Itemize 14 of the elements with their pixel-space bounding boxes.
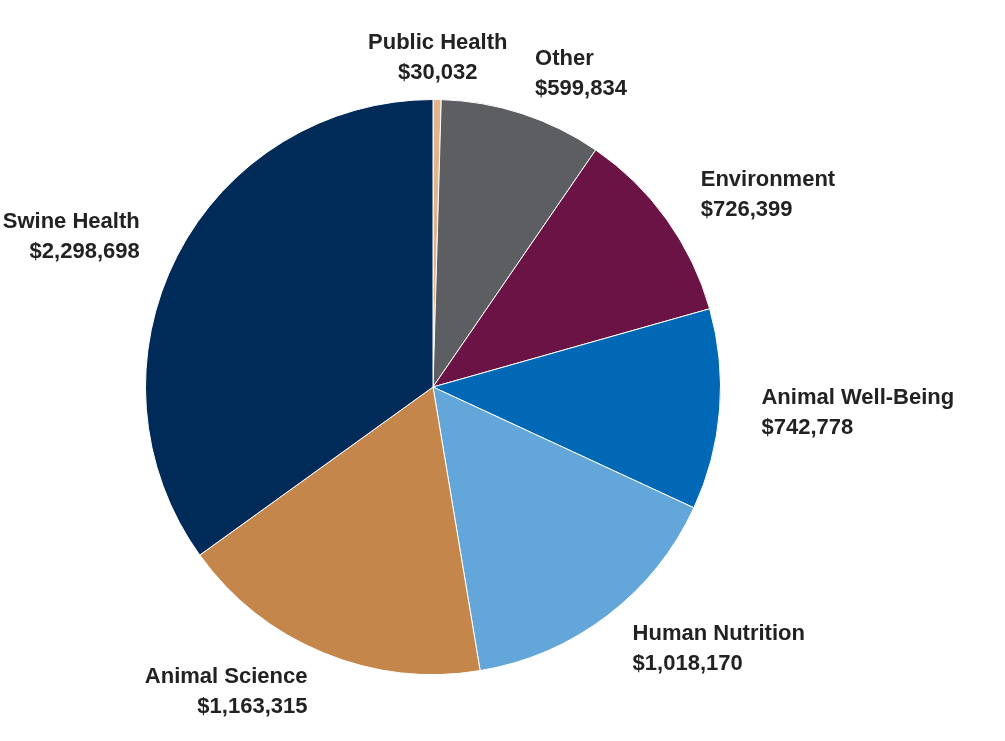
slice-label: Environment <box>700 165 836 191</box>
data-label: $599,834 <box>535 74 628 100</box>
slice-label: Animal Science <box>144 662 308 688</box>
data-label: $2,298,698 <box>29 237 140 263</box>
slice-label: Other <box>535 44 595 70</box>
slice-label: Human Nutrition <box>632 620 805 646</box>
slice-label: Animal Well-Being <box>761 384 955 410</box>
data-label: $1,163,315 <box>197 692 308 718</box>
data-label: $30,032 <box>397 58 478 84</box>
data-label: $726,399 <box>700 195 793 221</box>
data-label: $742,778 <box>761 414 854 440</box>
slice-label: Public Health <box>368 28 508 54</box>
slice-label: Swine Health <box>2 207 140 233</box>
data-label: $1,018,170 <box>632 650 743 676</box>
